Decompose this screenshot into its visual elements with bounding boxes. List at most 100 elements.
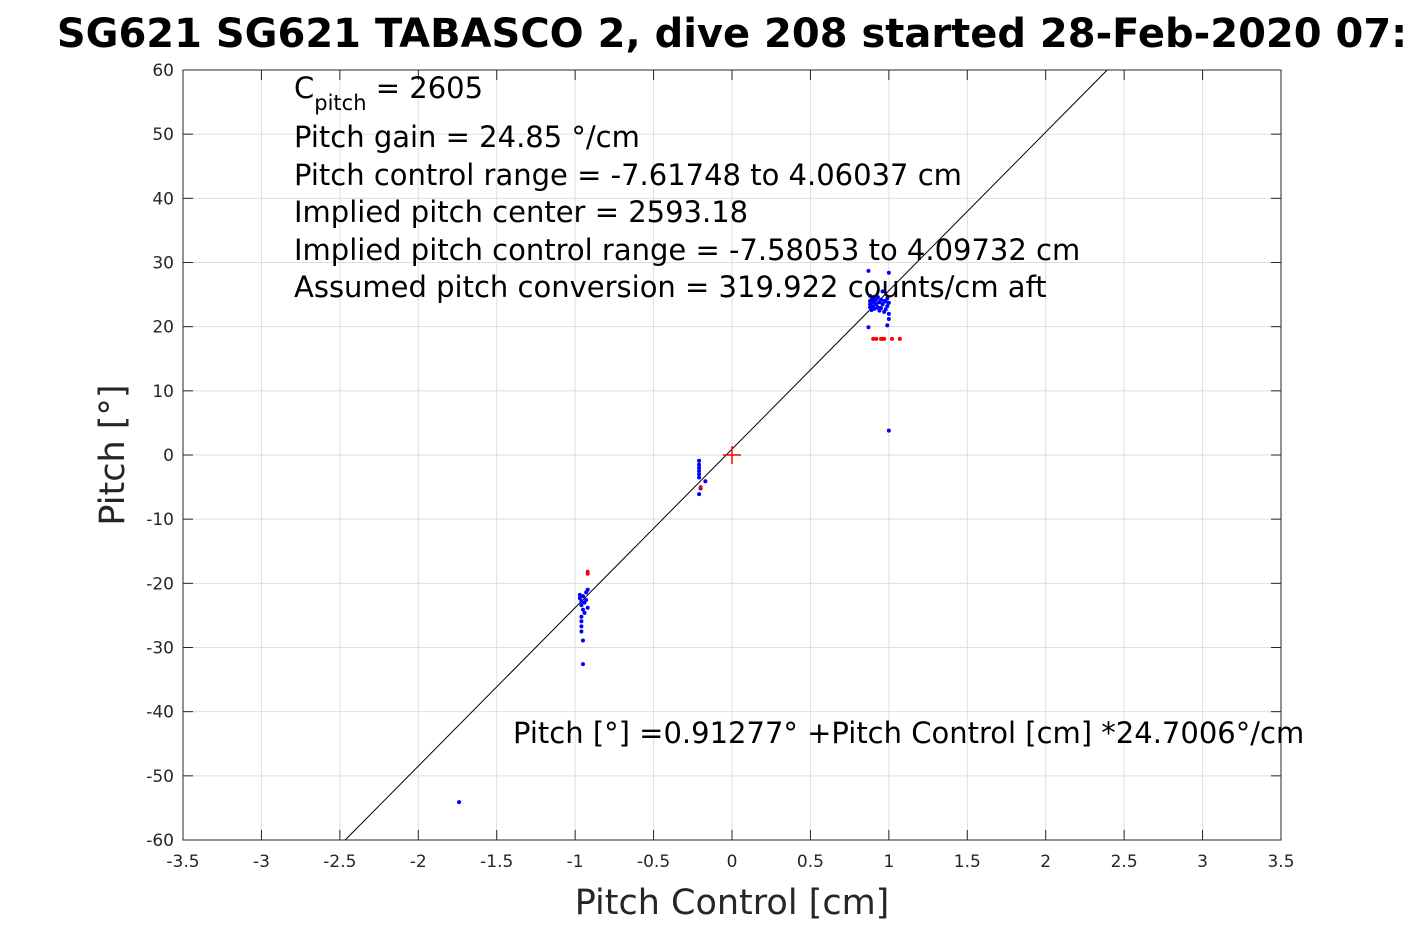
data-point-blue (579, 614, 584, 619)
data-point-blue (869, 307, 874, 312)
x-tick-label: 3.5 (1267, 852, 1294, 872)
y-tick-label: 40 (152, 189, 174, 209)
data-point-red (698, 485, 703, 490)
data-point-blue (703, 479, 708, 484)
data-point-blue (585, 587, 590, 592)
x-tick-label: 1 (883, 852, 894, 872)
data-point-blue (883, 307, 888, 312)
c-pitch-subscript: pitch (314, 91, 366, 115)
x-tick-label: -2 (410, 852, 427, 872)
x-tick-label: 3 (1197, 852, 1208, 872)
data-points (457, 268, 902, 805)
data-point-blue (885, 323, 890, 328)
data-point-blue (582, 610, 587, 615)
data-point-blue (866, 325, 871, 330)
x-tick-label: 2.5 (1111, 852, 1138, 872)
data-point-red (897, 336, 902, 341)
x-tick-label: -2.5 (323, 852, 356, 872)
data-point-blue (697, 475, 702, 480)
data-point-blue (580, 662, 585, 667)
data-point-blue (579, 629, 584, 634)
y-tick-label: 20 (152, 318, 174, 338)
c-pitch-value: = 2605 (367, 71, 484, 105)
y-axis-ticks: 60 50 40 30 20 10 0 -10 -20 -30 -40 -50 -60 (146, 61, 1281, 851)
data-point-blue (879, 306, 884, 311)
data-point-blue (885, 304, 890, 309)
fit-equation-annotation: Pitch [°] =0.91277° +Pitch Control [cm] … (513, 716, 1304, 750)
implied-pitch-center-annotation: Implied pitch center = 2593.18 (294, 195, 748, 229)
data-point-blue (579, 603, 584, 608)
data-point-blue (585, 605, 590, 610)
data-point-blue (577, 596, 582, 601)
x-tick-label: -3.5 (166, 852, 199, 872)
pitch-control-range-annotation: Pitch control range = -7.61748 to 4.0603… (294, 158, 962, 192)
data-point-blue (886, 300, 891, 305)
implied-pitch-control-range-annotation: Implied pitch control range = -7.58053 t… (294, 233, 1080, 267)
data-point-red (889, 336, 894, 341)
c-pitch-annotation: Cpitch = 2605 (294, 71, 483, 115)
x-tick-label: 0 (727, 852, 738, 872)
data-point-blue (579, 624, 584, 629)
data-point-blue (697, 472, 702, 477)
y-tick-label: -60 (146, 831, 174, 851)
data-point-blue (886, 428, 891, 433)
y-tick-label: -20 (146, 574, 174, 594)
data-point-red (874, 336, 879, 341)
data-point-blue (871, 295, 876, 300)
data-point-blue (872, 306, 877, 311)
y-axis-label: Pitch [°] (93, 384, 133, 525)
data-point-blue (883, 299, 888, 304)
y-tick-label: 30 (152, 254, 174, 274)
data-point-red (585, 571, 590, 576)
y-tick-label: 0 (163, 446, 174, 466)
x-tick-label: 1.5 (954, 852, 981, 872)
y-tick-label: -30 (146, 639, 174, 659)
data-point-blue (697, 458, 702, 463)
data-point-blue (579, 619, 584, 624)
data-point-blue (880, 289, 885, 294)
x-tick-label: 0.5 (797, 852, 824, 872)
data-point-blue (886, 270, 891, 275)
data-point-blue (886, 311, 891, 316)
data-point-blue (886, 316, 891, 321)
y-tick-label: 50 (152, 125, 174, 145)
y-tick-label: 10 (152, 382, 174, 402)
pitch-gain-annotation: Pitch gain = 24.85 °/cm (294, 120, 640, 154)
data-point-blue (697, 462, 702, 467)
y-tick-label: -10 (146, 510, 174, 530)
data-point-blue (580, 638, 585, 643)
y-tick-label: -50 (146, 767, 174, 787)
data-point-red (871, 336, 876, 341)
data-point-blue (580, 607, 585, 612)
data-point-blue (580, 594, 585, 599)
x-axis-ticks: -3.5 -3 -2.5 -2 -1.5 -1 -0.5 0 0.5 1 1.5 2 2.5 3 3.5 (166, 70, 1295, 872)
y-tick-label: 60 (152, 61, 174, 81)
c-pitch-base: C (294, 71, 314, 105)
x-axis-label: Pitch Control [cm] (575, 883, 890, 923)
y-tick-label: -40 (146, 703, 174, 723)
data-point-blue (868, 302, 873, 307)
x-tick-label: -0.5 (637, 852, 670, 872)
pitch-conversion-annotation: Assumed pitch conversion = 319.922 count… (294, 270, 1047, 304)
data-point-blue (579, 599, 584, 604)
chart-title: SG621 SG621 TABASCO 2, dive 208 started … (57, 11, 1407, 57)
data-point-blue (577, 592, 582, 597)
x-tick-label: -1 (567, 852, 584, 872)
x-tick-label: 2 (1040, 852, 1051, 872)
data-point-blue (866, 268, 871, 273)
data-point-blue (868, 293, 873, 298)
center-marker (723, 446, 741, 464)
data-point-blue (874, 302, 879, 307)
data-point-blue (584, 598, 589, 603)
x-tick-label: -3 (253, 852, 270, 872)
data-point-blue (875, 295, 880, 300)
x-tick-label: -1.5 (480, 852, 513, 872)
data-point-blue (879, 297, 884, 302)
data-point-red (882, 336, 887, 341)
data-point-blue (697, 469, 702, 474)
data-point-blue (880, 302, 885, 307)
data-point-blue (697, 465, 702, 470)
data-point-blue (697, 492, 702, 497)
data-point-blue (875, 305, 880, 310)
